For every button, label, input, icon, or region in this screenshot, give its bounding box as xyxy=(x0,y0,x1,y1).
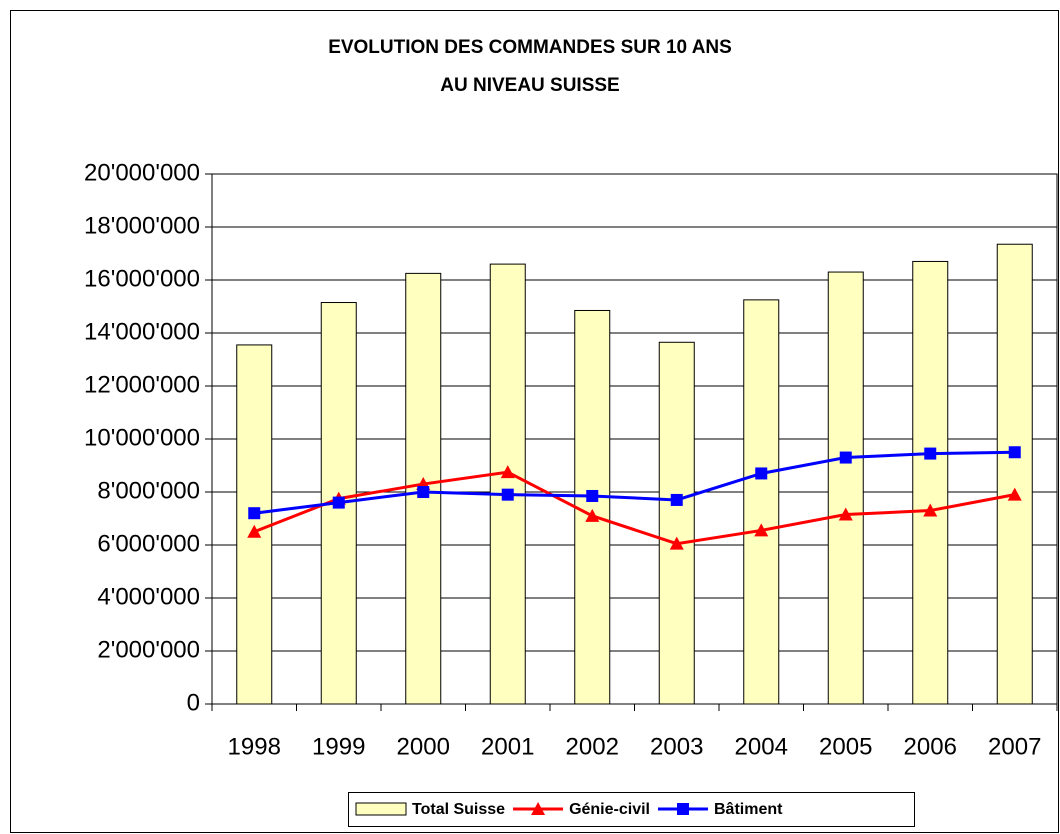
y-tick-label: 2'000'000 xyxy=(97,636,200,663)
legend-label: Génie-civil xyxy=(569,801,650,818)
x-tick-label: 2002 xyxy=(566,733,619,760)
marker xyxy=(247,524,262,538)
bar xyxy=(996,243,1033,705)
x-tick-label: 2001 xyxy=(481,733,534,760)
y-tick-label: 16'000'000 xyxy=(84,265,200,292)
marker xyxy=(585,508,600,522)
bar xyxy=(236,344,273,705)
marker xyxy=(500,465,515,479)
x-tick-label: 1998 xyxy=(228,733,281,760)
line xyxy=(254,450,1015,515)
x-tick-label: 2005 xyxy=(819,733,872,760)
marker xyxy=(754,523,769,537)
x-tick-label: 1999 xyxy=(312,733,365,760)
legend-label: Total Suisse xyxy=(412,801,505,818)
y-tick-label: 4'000'000 xyxy=(97,583,200,610)
marker xyxy=(501,488,514,501)
marker xyxy=(924,447,937,460)
y-tick-label: 10'000'000 xyxy=(84,424,200,451)
bar xyxy=(912,260,949,705)
marker xyxy=(838,507,853,521)
bar xyxy=(574,309,611,705)
marker xyxy=(923,503,938,517)
x-tick-label: 2004 xyxy=(735,733,788,760)
x-tick-label: 2007 xyxy=(988,733,1041,760)
marker xyxy=(586,489,599,502)
x-tick-label: 2003 xyxy=(650,733,703,760)
chart-title: AU NIVEAU SUISSE xyxy=(440,75,619,96)
marker xyxy=(755,467,768,480)
marker xyxy=(1007,487,1022,501)
y-tick-label: 18'000'000 xyxy=(84,212,200,239)
marker xyxy=(417,486,430,498)
marker xyxy=(248,507,261,520)
bar xyxy=(743,299,780,705)
y-tick-label: 6'000'000 xyxy=(97,530,200,557)
marker xyxy=(670,493,683,506)
legend xyxy=(348,792,915,827)
marker xyxy=(531,802,546,815)
bar xyxy=(658,341,695,705)
bar xyxy=(827,271,864,705)
y-tick-label: 12'000'000 xyxy=(84,371,200,398)
x-tick-label: 2000 xyxy=(397,733,450,760)
y-tick-label: 8'000'000 xyxy=(97,477,200,504)
x-tick-label: 2006 xyxy=(904,733,957,760)
line xyxy=(253,470,1016,546)
chart-title: EVOLUTION DES COMMANDES SUR 10 ANS xyxy=(328,37,732,58)
marker xyxy=(676,803,689,815)
marker xyxy=(669,536,684,550)
bar xyxy=(489,263,526,705)
y-tick-label: 0 xyxy=(187,689,200,716)
legend-swatch xyxy=(355,802,407,816)
y-tick-label: 14'000'000 xyxy=(84,318,200,345)
y-tick-label: 20'000'000 xyxy=(84,159,200,186)
marker xyxy=(332,496,345,509)
legend-label: Bâtiment xyxy=(714,801,783,818)
marker xyxy=(839,451,852,464)
marker xyxy=(1008,446,1021,459)
